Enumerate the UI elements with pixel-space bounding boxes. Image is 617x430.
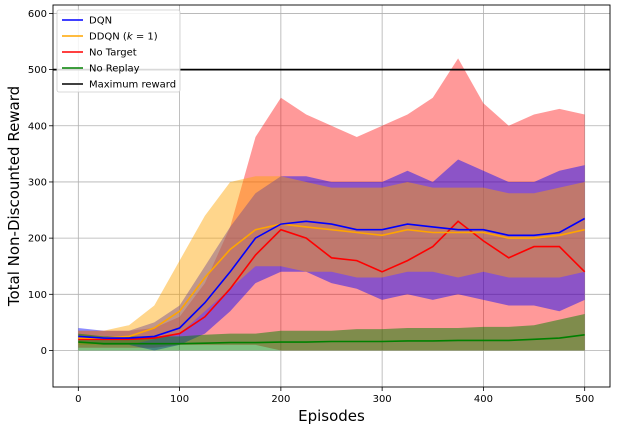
x-tick-label: 0 — [75, 394, 81, 405]
x-axis-label: Episodes — [298, 407, 365, 425]
series-line — [78, 223, 585, 339]
legend-box — [56, 9, 181, 93]
legend-label: Maximum reward — [89, 80, 176, 91]
band-008000 — [78, 314, 585, 351]
x-tick-label: 100 — [170, 394, 189, 405]
series-line — [78, 217, 586, 339]
x-tick-label: 400 — [474, 394, 493, 405]
y-tick-label: 0 — [41, 346, 47, 357]
y-tick-label: 600 — [28, 9, 47, 20]
plot-frame — [52, 4, 611, 388]
y-tick-label: 100 — [28, 290, 47, 301]
x-tick-label: 300 — [373, 394, 392, 405]
legend-label: DQN — [89, 16, 112, 27]
x-tick-label: 200 — [271, 394, 290, 405]
y-tick-label: 300 — [28, 177, 47, 188]
legend: DQN DDQN (k = 1) No Target No Replay Maximum… — [56, 9, 181, 93]
y-tick-label: 500 — [28, 65, 47, 76]
legend-label: DDQN (k = 1) — [89, 32, 158, 43]
series-line — [78, 334, 585, 345]
series-bands — [78, 58, 585, 351]
x-tick-label: 500 — [575, 394, 594, 405]
legend-label: No Target — [89, 48, 137, 59]
y-tick-label: 200 — [28, 234, 47, 245]
y-axis-label: Total Non-Discounted Reward — [5, 86, 23, 307]
legend-label: No Replay — [89, 64, 140, 75]
axes — [49, 4, 611, 391]
band-ff0000 — [78, 58, 585, 351]
tick-labels: 0 100 200 300 400 500 0 100 200 300 400 500 600 — [28, 9, 594, 405]
series-line — [78, 220, 586, 341]
series-lines — [78, 217, 586, 345]
y-tick-label: 400 — [28, 121, 47, 132]
